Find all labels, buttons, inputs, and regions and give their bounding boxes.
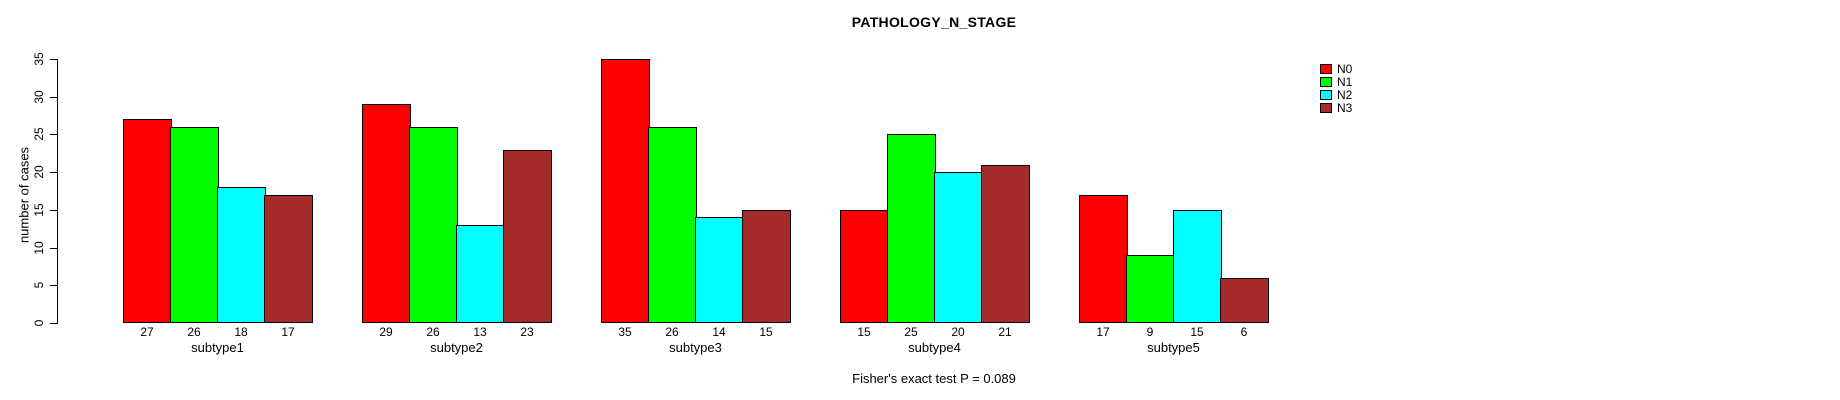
bar-n3-subtype1 [264,195,313,323]
y-axis-line [57,59,58,324]
bar-value-label: 21 [998,325,1012,339]
bar-n0-subtype4 [840,210,889,323]
bar-n1-subtype4 [887,134,936,323]
group-label-subtype1: subtype1 [191,340,244,355]
bar-n1-subtype1 [170,127,219,323]
bar-value-label: 15 [1190,325,1204,339]
y-tick [50,323,57,324]
y-tick [50,248,57,249]
legend-item-n1: N1 [1320,75,1352,88]
y-tick [50,172,57,173]
legend-swatch-n1 [1320,76,1332,87]
bar-value-label: 9 [1146,325,1154,339]
fisher-test-annotation: Fisher's exact test P = 0.089 [852,371,1016,386]
chart-title: PATHOLOGY_N_STAGE [851,14,1017,30]
bar-value-label: 27 [140,325,154,339]
bar-n2-subtype4 [934,172,983,323]
bar-value-label: 15 [759,325,773,339]
y-tick [50,210,57,211]
group-label-subtype3: subtype3 [669,340,722,355]
bar-value-label: 29 [379,325,393,339]
legend-swatch-n3 [1320,102,1332,113]
bar-n0-subtype2 [362,104,411,323]
legend-item-n2: N2 [1320,88,1352,101]
bar-n0-subtype1 [123,119,172,323]
bar-value-label: 26 [665,325,679,339]
bar-value-label: 25 [904,325,918,339]
group-label-subtype5: subtype5 [1147,340,1200,355]
bar-value-label: 17 [1096,325,1110,339]
legend-item-n3: N3 [1320,101,1352,114]
bar-n2-subtype3 [695,217,744,323]
y-tick [50,97,57,98]
bar-value-label: 6 [1240,325,1248,339]
bar-value-label: 26 [426,325,440,339]
legend-label: N3 [1337,100,1353,115]
bar-value-label: 13 [473,325,487,339]
legend-swatch-n0 [1320,63,1332,74]
bar-n3-subtype2 [503,150,552,323]
bar-value-label: 20 [951,325,965,339]
bar-value-label: 15 [857,325,871,339]
group-label-subtype4: subtype4 [908,340,961,355]
bar-value-label: 18 [234,325,248,339]
bar-n3-subtype3 [742,210,791,323]
bar-value-label: 26 [187,325,201,339]
bar-value-label: 35 [618,325,632,339]
bar-value-label: 23 [520,325,534,339]
legend-swatch-n2 [1320,89,1332,100]
bar-n3-subtype5 [1220,278,1269,323]
bar-n1-subtype2 [409,127,458,323]
bar-n2-subtype5 [1173,210,1222,323]
bar-value-label: 14 [712,325,726,339]
bar-value-label: 17 [281,325,295,339]
bar-n1-subtype5 [1126,255,1175,323]
group-label-subtype2: subtype2 [430,340,483,355]
legend-label: N0 [1337,61,1353,76]
bar-n3-subtype4 [981,165,1030,323]
legend-label: N2 [1337,87,1353,102]
y-tick [50,134,57,135]
legend-label: N1 [1337,74,1353,89]
bar-n0-subtype3 [601,59,650,323]
y-tick [50,285,57,286]
y-tick [50,59,57,60]
legend-item-n0: N0 [1320,62,1352,75]
